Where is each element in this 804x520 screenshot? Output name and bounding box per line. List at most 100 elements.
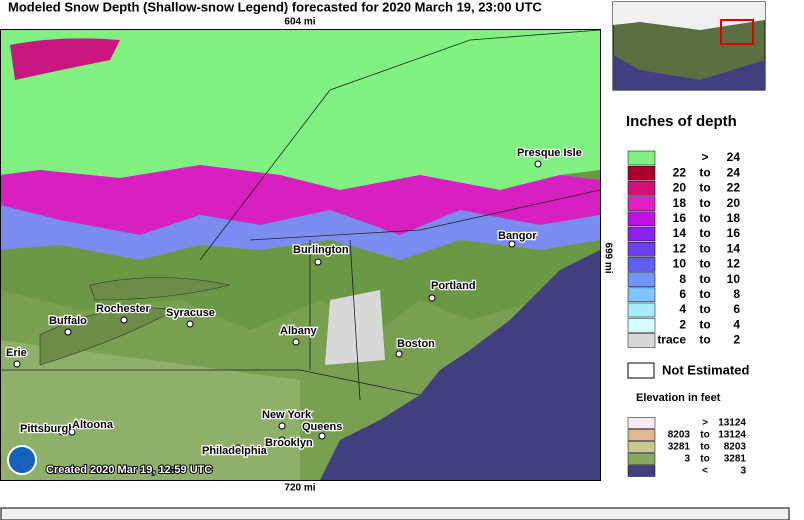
legend-sep: to — [699, 287, 710, 301]
legend-sep: to — [699, 333, 710, 347]
lake-erie — [39, 307, 176, 366]
legend-swatch — [627, 429, 656, 441]
legend-swatch — [627, 257, 656, 272]
city-label: Philadelphia — [202, 445, 268, 457]
legend-swatch — [627, 196, 656, 211]
legend-swatch — [627, 150, 656, 166]
legend-sep: to — [699, 181, 710, 195]
legend-swatch — [627, 226, 656, 242]
legend-low: 2 — [679, 317, 686, 331]
city-label: Portland — [431, 280, 476, 292]
city-marker — [68, 428, 76, 436]
legend-sep: to — [699, 272, 710, 286]
city-marker — [58, 428, 66, 436]
city-label: Bangor — [498, 230, 537, 242]
legend-sep: to — [699, 241, 710, 255]
created-note: Created 2020 Mar 19, 12:59 UTC — [46, 464, 212, 476]
city-label: Erie — [6, 347, 27, 359]
legend-swatch — [627, 465, 656, 477]
legend-swatch — [627, 302, 656, 318]
city-label: Syracuse — [166, 307, 215, 319]
legend-swatch — [627, 287, 656, 303]
top-scale: 604 mi — [284, 17, 315, 28]
legend-high: 22 — [727, 181, 741, 195]
legend-swatch — [627, 333, 656, 348]
legend-sep: to — [699, 165, 710, 179]
legend-high: 12 — [727, 257, 741, 271]
legend-high: 3281 — [724, 454, 747, 465]
legend-sep: to — [699, 196, 710, 210]
city-marker — [278, 436, 286, 444]
not-estimated-swatch — [627, 362, 655, 379]
city-label: Queens — [302, 421, 342, 433]
city-label: Altoona — [72, 419, 114, 431]
legend-sep: > — [701, 150, 708, 164]
legend-sep: to — [700, 430, 709, 441]
city-label: Albany — [280, 325, 318, 337]
legend-swatch — [627, 272, 656, 287]
legend-swatch — [627, 453, 656, 465]
legend-swatch — [627, 181, 656, 196]
snow-deep — [0, 29, 600, 190]
city-marker — [428, 294, 436, 302]
right-scale: 699 mi — [602, 242, 613, 273]
legend-swatch — [627, 211, 656, 227]
map: Created 2020 Mar 19, 12:59 UTC — [0, 29, 601, 481]
not-estimated-label: Not Estimated — [662, 362, 749, 377]
legend-low: 3 — [684, 454, 690, 465]
legend-sep: to — [699, 211, 710, 225]
legend-high: 6 — [733, 302, 740, 316]
city-marker — [534, 160, 542, 168]
legend-sep: to — [700, 442, 709, 453]
city-marker — [120, 316, 128, 324]
legend-swatch — [627, 241, 656, 257]
city-label: Rochester — [96, 303, 151, 315]
legend-swatch — [627, 317, 656, 333]
legend-sep: to — [699, 257, 710, 271]
legend-low: 12 — [673, 241, 687, 255]
city-marker — [13, 360, 21, 368]
city-marker — [314, 258, 322, 266]
legend-low: 22 — [673, 165, 687, 179]
snow-trace — [325, 290, 385, 365]
legend-low: 8203 — [668, 430, 691, 441]
bottom-scale: 720 mi — [284, 483, 315, 494]
legend-high: 13124 — [718, 418, 746, 429]
legend-high: 24 — [727, 150, 741, 164]
city-label: Buffalo — [49, 315, 87, 327]
legend-high: 8203 — [724, 442, 747, 453]
legend-high: 14 — [727, 241, 741, 255]
legend-sep: < — [702, 466, 708, 477]
legend-high: 3 — [740, 466, 746, 477]
city-marker — [186, 320, 194, 328]
legend-swatch — [627, 417, 656, 429]
legend-low: 6 — [679, 287, 686, 301]
legend-low: 14 — [673, 226, 687, 240]
city-label: Boston — [397, 338, 435, 350]
city-marker — [64, 328, 72, 336]
legend-high: 2 — [733, 333, 740, 347]
legend-low: 18 — [673, 196, 687, 210]
inset-ocean — [613, 55, 765, 90]
legend-swatch — [627, 441, 656, 453]
map-frame — [0, 29, 601, 481]
snow-band — [0, 165, 600, 240]
legend-high: 18 — [727, 211, 741, 225]
city-marker — [278, 422, 286, 430]
snow-north — [10, 38, 120, 80]
inset-snow — [613, 2, 765, 30]
city-label: Presque Isle — [517, 147, 582, 159]
legend-low: 4 — [679, 302, 686, 316]
legend-high: 24 — [727, 165, 741, 179]
legend-low: 3281 — [668, 442, 691, 453]
city-label: New York — [262, 409, 312, 421]
legend-swatch — [627, 165, 656, 181]
title: Modeled Snow Depth (Shallow-snow Legend)… — [8, 0, 542, 14]
inset-map — [612, 1, 766, 91]
lake-ontario — [89, 277, 231, 301]
city-label: Burlington — [293, 244, 349, 256]
legend-sep: to — [700, 454, 709, 465]
legend-high: 8 — [733, 287, 740, 301]
noaa-logo — [7, 445, 37, 475]
